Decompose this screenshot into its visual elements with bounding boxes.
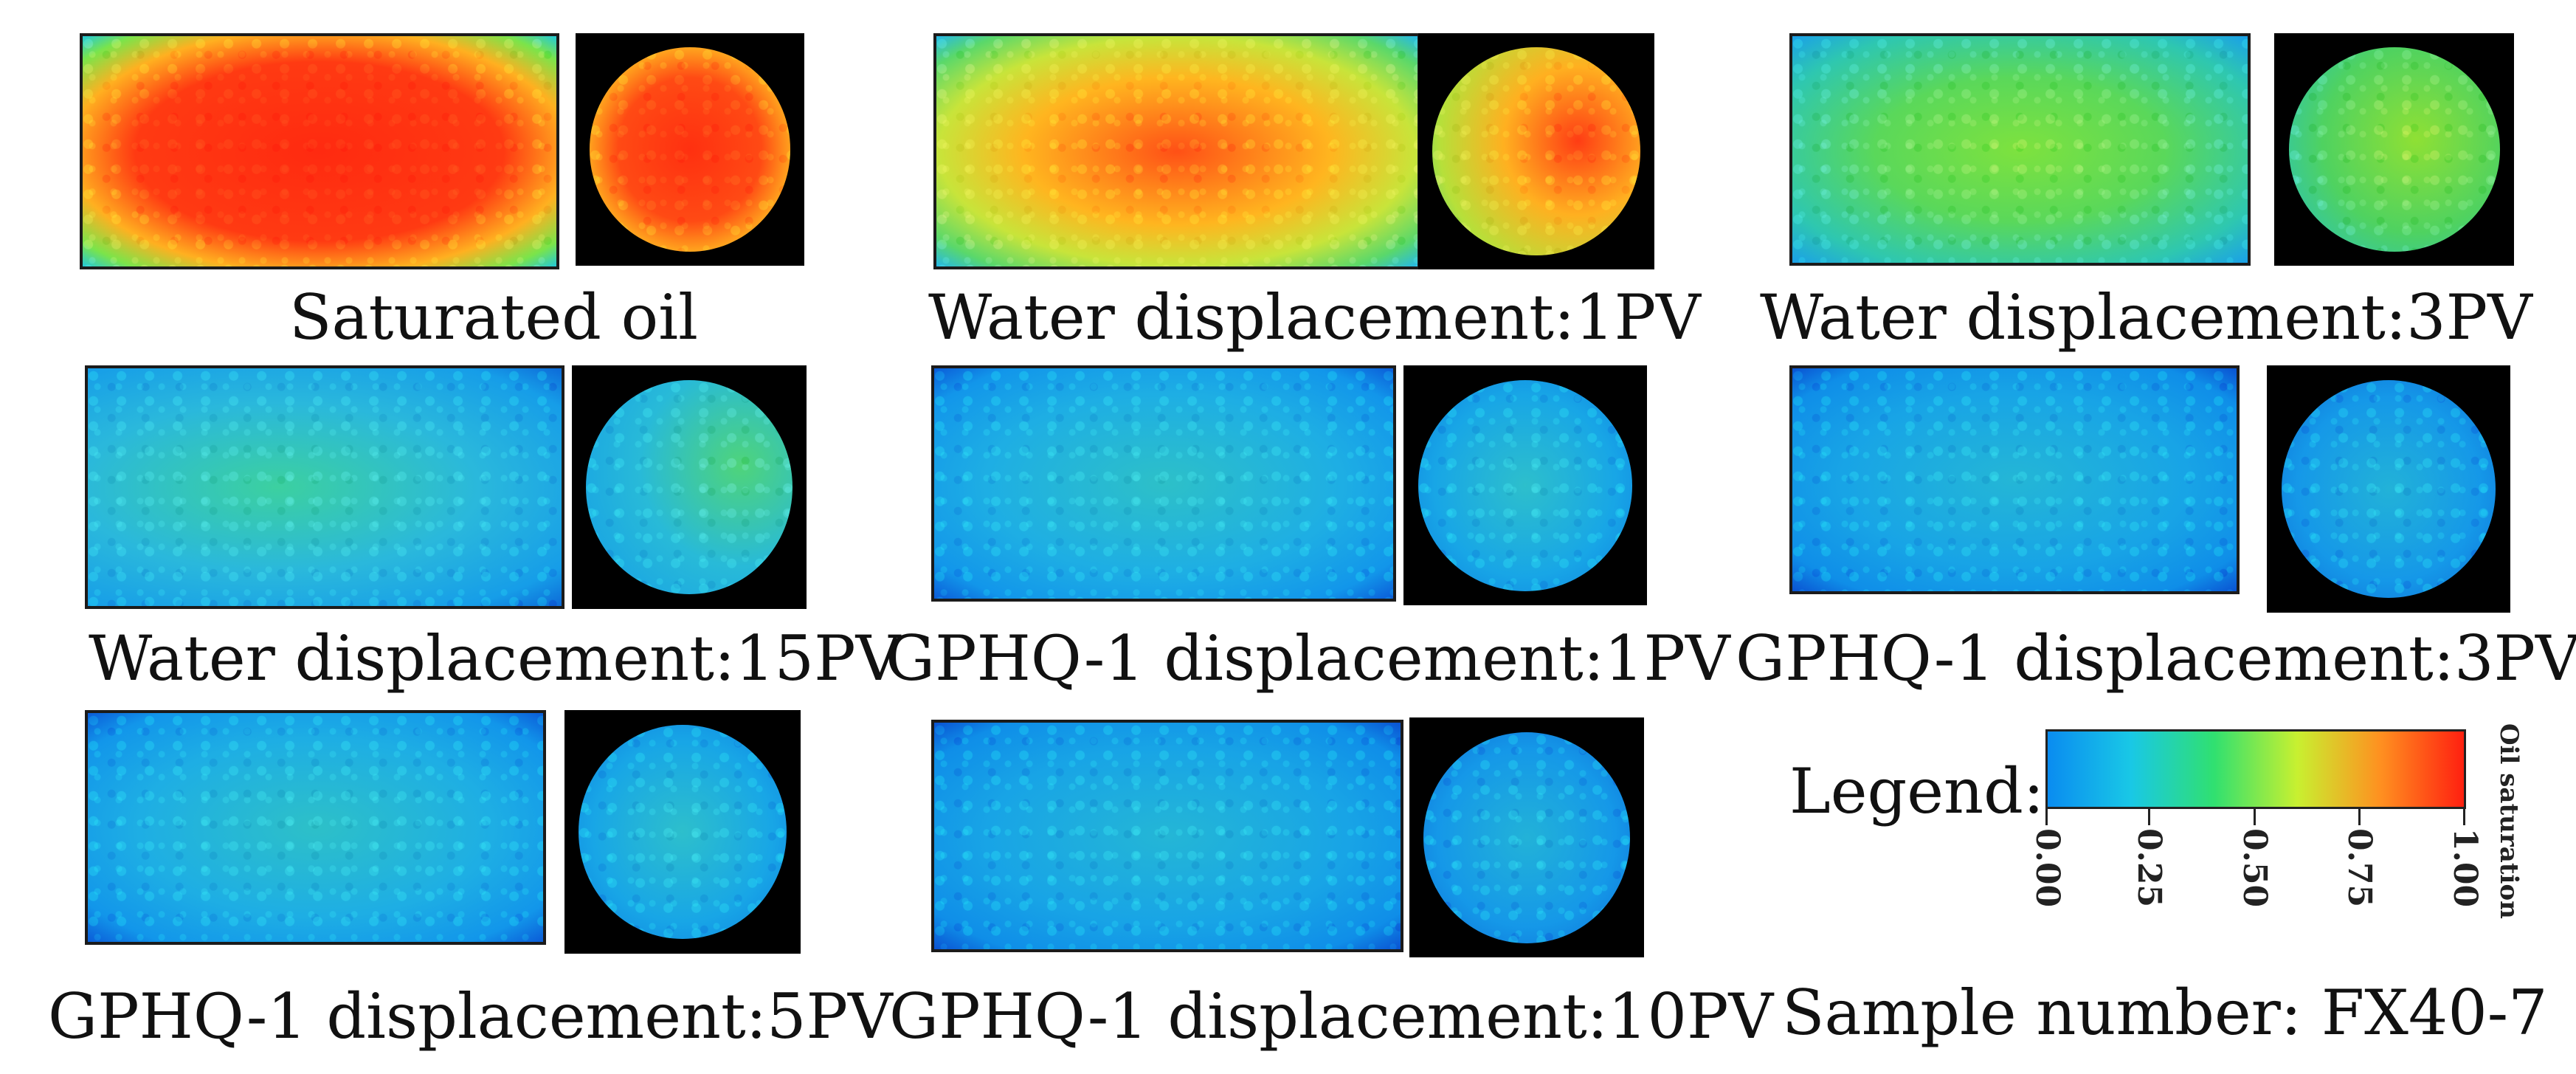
legend-tick-label: 1.00 bbox=[2446, 828, 2484, 908]
core-cross-section-image bbox=[564, 710, 801, 954]
core-cross-section-image bbox=[576, 33, 804, 266]
core-cross-section-image bbox=[1403, 365, 1647, 605]
core-cross-section-image bbox=[1409, 717, 1644, 957]
caption-water-3pv: Water displacement:3PV bbox=[1760, 281, 2532, 354]
caption-gphq-10pv: GPHQ-1 displacement:10PV bbox=[889, 980, 1774, 1053]
legend-label: Legend: bbox=[1789, 755, 2045, 827]
legend-tick bbox=[2045, 809, 2048, 825]
legend-tick bbox=[2358, 809, 2361, 825]
sample-number: Sample number: FX40-7 bbox=[1782, 977, 2548, 1049]
legend-tick bbox=[2148, 809, 2150, 825]
core-cross-section-image bbox=[2274, 33, 2514, 266]
caption-water-15pv: Water displacement:15PV bbox=[89, 622, 901, 695]
caption-saturated-oil: Saturated oil bbox=[289, 281, 698, 354]
legend-tick-label: 0.00 bbox=[2028, 828, 2066, 908]
caption-gphq-1pv: GPHQ-1 displacement:1PV bbox=[885, 622, 1730, 695]
core-lengthwise-image bbox=[931, 365, 1396, 602]
core-lengthwise-image bbox=[80, 33, 559, 269]
core-lengthwise-image bbox=[1789, 33, 2251, 266]
core-lengthwise-image bbox=[1789, 365, 2240, 594]
legend-tick-label: 0.25 bbox=[2130, 828, 2168, 908]
legend-tick-label: 0.75 bbox=[2341, 828, 2378, 908]
core-cross-section-image bbox=[1418, 33, 1654, 269]
core-lengthwise-image bbox=[85, 710, 546, 945]
legend-tick-label: 0.50 bbox=[2236, 828, 2273, 908]
core-lengthwise-image bbox=[931, 720, 1403, 952]
caption-water-1pv: Water displacement:1PV bbox=[928, 281, 1701, 354]
legend-tick bbox=[2463, 809, 2465, 825]
core-cross-section-image bbox=[2267, 365, 2510, 613]
core-lengthwise-image bbox=[933, 33, 1420, 269]
caption-gphq-3pv: GPHQ-1 displacement:3PV bbox=[1736, 622, 2576, 695]
legend-tick bbox=[2254, 809, 2256, 825]
core-cross-section-image bbox=[572, 365, 807, 609]
legend-unit-label: Oil saturation bbox=[2494, 723, 2524, 919]
caption-gphq-5pv: GPHQ-1 displacement:5PV bbox=[48, 980, 893, 1053]
core-lengthwise-image bbox=[85, 365, 564, 609]
oil-saturation-colorbar bbox=[2045, 729, 2466, 809]
